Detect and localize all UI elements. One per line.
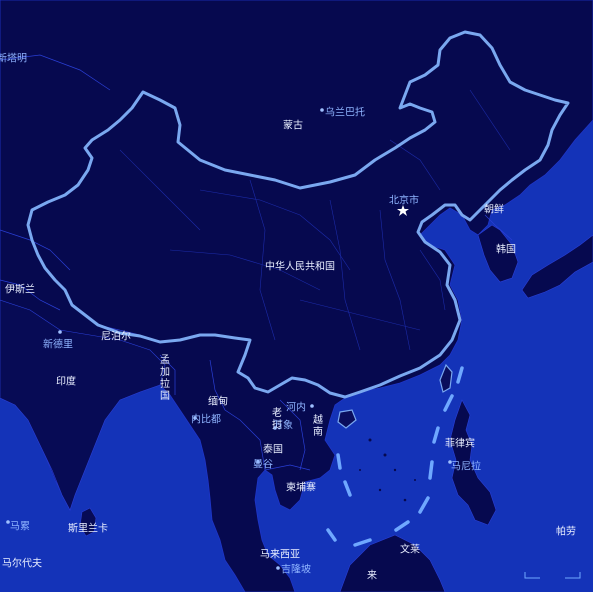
label-maldives[interactable]: 马尔代夫: [2, 558, 42, 570]
small-islands: [359, 438, 416, 502]
label-north-korea[interactable]: 朝鲜: [484, 204, 504, 216]
capital-star-icon: [397, 205, 409, 216]
label-brunei-partial[interactable]: 文莱: [400, 544, 420, 556]
label-mongolia[interactable]: 蒙古: [283, 120, 303, 132]
borneo-land: [339, 534, 446, 592]
label-myanmar[interactable]: 缅甸: [208, 396, 228, 408]
country-borders: [0, 54, 513, 471]
label-india[interactable]: 印度: [56, 376, 76, 388]
korea-land: [477, 224, 519, 283]
label-cambodia[interactable]: 柬埔寨: [286, 482, 316, 494]
label-hanoi[interactable]: 河内: [286, 402, 306, 414]
label-nepal[interactable]: 尼泊尔: [101, 331, 131, 343]
label-new-delhi[interactable]: 新德里: [43, 339, 73, 351]
label-laos[interactable]: 老挝: [272, 408, 282, 431]
taiwan-land: [439, 363, 453, 393]
china-provinces: [119, 89, 511, 351]
nine-dash-line: [326, 366, 464, 547]
label-manila[interactable]: 马尼拉: [451, 461, 481, 473]
hainan-land: [337, 409, 357, 429]
label-bangkok[interactable]: 曼谷: [253, 459, 273, 471]
label-thailand[interactable]: 泰国: [263, 444, 283, 456]
philippines-land: [449, 399, 497, 526]
label-palau[interactable]: 帕劳: [556, 526, 576, 538]
sri-lanka-land: [79, 507, 97, 537]
label-malaysia[interactable]: 马来西亚: [260, 549, 300, 561]
label-indonesia-partial[interactable]: 来: [367, 570, 377, 582]
label-south-korea[interactable]: 韩国: [496, 244, 516, 256]
corner-marks: [524, 572, 581, 579]
label-sri-lanka[interactable]: 斯里兰卡: [68, 523, 108, 535]
label-vietnam[interactable]: 越南: [313, 415, 323, 438]
label-xinjiang-edge[interactable]: 新塔明: [0, 53, 27, 65]
label-vientiane[interactable]: 万象: [273, 420, 293, 432]
china-border: [26, 30, 570, 399]
label-beijing[interactable]: 北京市: [389, 195, 419, 207]
label-philippines[interactable]: 菲律宾: [445, 438, 475, 450]
label-china[interactable]: 中华人民共和国: [265, 261, 335, 273]
japan-land: [521, 234, 593, 299]
city-markers: [6, 108, 452, 570]
label-ulaanbaatar[interactable]: 乌兰巴托: [325, 107, 365, 119]
label-male[interactable]: 马累: [10, 521, 30, 533]
label-pakistan-partial[interactable]: 伊斯兰: [5, 284, 35, 296]
label-kuala-lumpur[interactable]: 吉隆坡: [281, 564, 311, 576]
india-land: [0, 299, 166, 511]
label-bangladesh[interactable]: 孟加拉国: [160, 355, 170, 402]
label-naypyidaw[interactable]: 内比都: [191, 414, 221, 426]
